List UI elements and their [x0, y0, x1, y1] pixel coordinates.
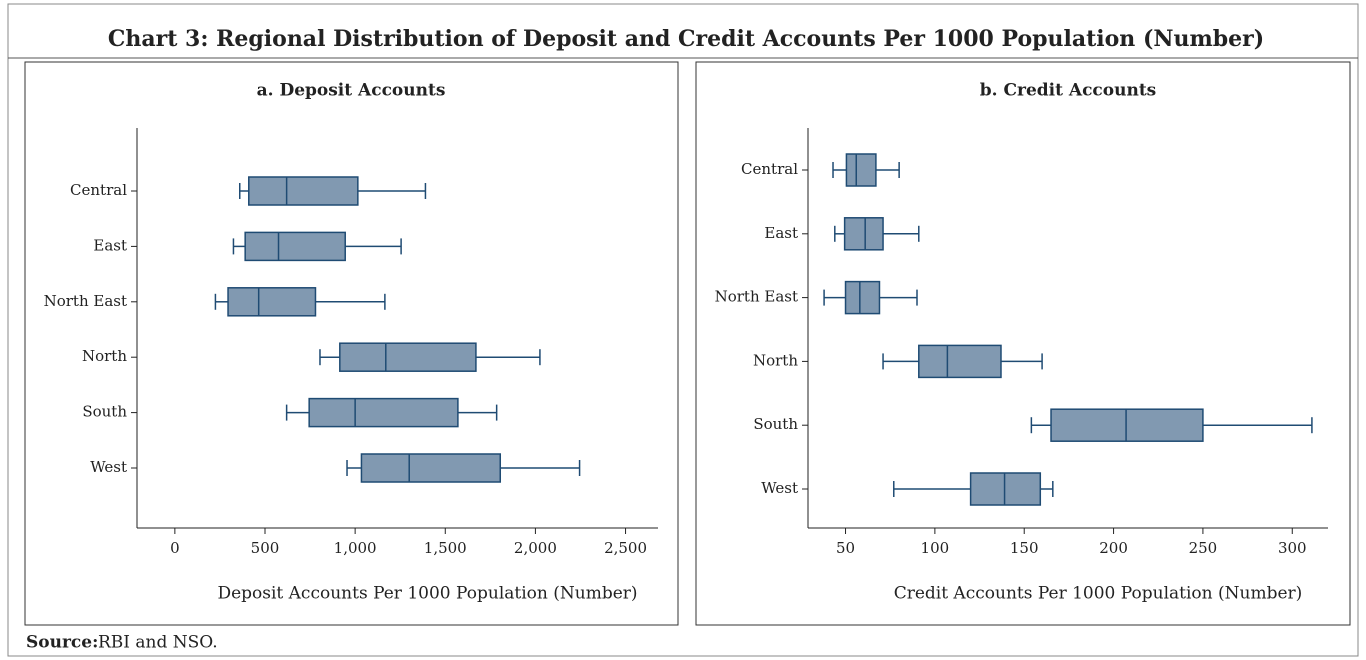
x-tick-label: 150 — [1010, 539, 1039, 557]
panel-title: b. Credit Accounts — [980, 81, 1157, 101]
x-tick-label: 200 — [1099, 539, 1128, 557]
box — [227, 287, 317, 317]
box — [248, 176, 359, 206]
y-tick-label: Central — [741, 160, 798, 178]
source-label: Source: — [26, 633, 98, 653]
x-axis-label: Deposit Accounts Per 1000 Population (Nu… — [217, 584, 637, 604]
y-tick-label: Central — [70, 181, 127, 199]
box — [339, 342, 477, 372]
box — [360, 453, 502, 483]
x-tick-label: 2,000 — [514, 539, 557, 557]
y-tick-label: West — [761, 479, 798, 497]
box — [1050, 408, 1204, 442]
box — [845, 153, 877, 187]
box — [844, 280, 881, 315]
x-tick-label: 50 — [836, 539, 855, 557]
x-tick-label: 300 — [1278, 539, 1307, 557]
y-tick-label: North East — [44, 292, 127, 310]
x-tick-label: 100 — [921, 539, 950, 557]
x-tick-label: 1,000 — [334, 539, 377, 557]
y-tick-label: South — [82, 403, 127, 421]
x-tick-label: 0 — [170, 539, 180, 557]
box — [843, 217, 884, 251]
x-tick-label: 250 — [1189, 539, 1218, 557]
y-tick-label: North — [753, 351, 798, 369]
y-tick-label: East — [764, 224, 798, 242]
x-axis-label: Credit Accounts Per 1000 Population (Num… — [894, 584, 1303, 604]
page-title: Chart 3: Regional Distribution of Deposi… — [108, 26, 1264, 52]
y-tick-label: East — [93, 236, 127, 254]
x-tick-label: 500 — [251, 539, 280, 557]
source-text: RBI and NSO. — [98, 633, 218, 653]
y-tick-label: South — [753, 415, 798, 433]
panel-title: a. Deposit Accounts — [257, 81, 446, 101]
y-tick-label: North — [82, 347, 127, 365]
box — [244, 231, 346, 262]
x-tick-label: 1,500 — [424, 539, 467, 557]
y-tick-label: North East — [715, 288, 798, 306]
box — [308, 397, 459, 428]
panel-frame — [695, 61, 1351, 626]
panel-frame — [24, 61, 679, 626]
x-tick-label: 2,500 — [604, 539, 647, 557]
box — [918, 344, 1002, 379]
box — [969, 472, 1042, 506]
y-tick-label: West — [90, 458, 127, 476]
page-frame — [7, 3, 1359, 657]
